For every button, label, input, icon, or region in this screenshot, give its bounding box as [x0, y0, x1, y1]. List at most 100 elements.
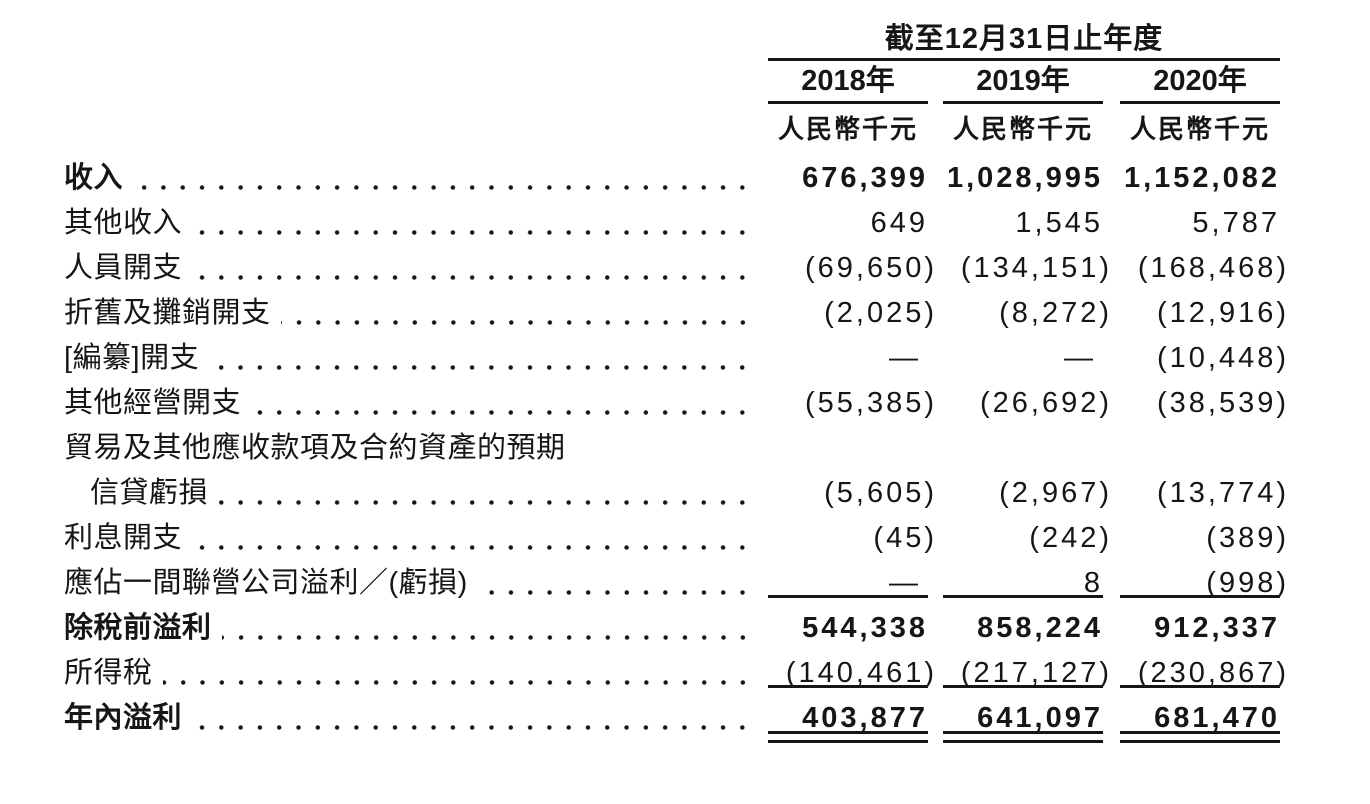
value-cell: 1,545	[943, 201, 1103, 246]
dot-leader	[209, 336, 756, 381]
value-cell: (26,692)	[943, 381, 1109, 426]
value-cell: (230,867)	[1120, 651, 1286, 696]
value-text: (10,448)	[1156, 342, 1289, 374]
value-text: 8	[1083, 567, 1103, 599]
value-text: 1,152,082	[1123, 162, 1280, 194]
value-cell: (10,448)	[1120, 336, 1286, 381]
value-text: (134,151)	[960, 252, 1112, 284]
value-cell: (2,025)	[768, 291, 934, 336]
subtotal-rule	[768, 595, 928, 598]
dot-leader	[221, 606, 756, 651]
value-text: 403,877	[802, 702, 928, 734]
row-label-area: 貿易及其他應收款項及合約資產的預期	[64, 426, 768, 471]
table-row: 年內溢利 403,877 641,097 681,470	[64, 696, 1280, 743]
row-label-area: 折舊及攤銷開支	[64, 291, 768, 336]
value-text: 858,224	[977, 612, 1103, 644]
value-text: —	[889, 567, 918, 599]
table-row: [編纂]開支 — — (10,448)	[64, 336, 1286, 381]
row-label: 其他經營開支	[64, 387, 242, 419]
value-text: (242)	[1029, 522, 1112, 554]
table-row: 貿易及其他應收款項及合約資產的預期	[64, 426, 1280, 471]
period-header-label: 截至12月31日止年度	[884, 23, 1164, 55]
value-cell: 676,399	[768, 156, 928, 201]
value-cell: 544,338	[768, 606, 928, 651]
dot-leader	[162, 651, 756, 696]
value-text: (168,468)	[1137, 252, 1289, 284]
row-label: 應佔一間聯營公司溢利／(虧損)	[64, 567, 468, 599]
value-cell	[943, 426, 1103, 471]
income-statement-table: 截至12月31日止年度 2018年 2019年 2020年 人民幣千元 人民幣千…	[64, 0, 1286, 743]
value-cell: (389)	[1120, 516, 1286, 561]
row-label-area: 其他收入	[64, 201, 768, 246]
dot-leader	[218, 471, 756, 516]
value-cell: (134,151)	[943, 246, 1109, 291]
value-cell: (69,650)	[768, 246, 934, 291]
value-cell: 641,097	[943, 696, 1103, 741]
value-text: (26,692)	[979, 387, 1112, 419]
subtotal-rule	[1120, 595, 1280, 598]
table-row: 其他收入 649 1,545 5,787	[64, 201, 1280, 246]
value-text: (69,650)	[804, 252, 937, 284]
value-cell: (55,385)	[768, 381, 934, 426]
table-row: 除稅前溢利 544,338 858,224 912,337	[64, 606, 1280, 651]
unit-label-2020: 人民幣千元	[1129, 114, 1270, 144]
year-headers-row: 2018年 2019年 2020年	[64, 61, 1280, 104]
value-cell: (5,605)	[768, 471, 934, 516]
table-row: 折舊及攤銷開支 (2,025) (8,272) (12,916)	[64, 291, 1286, 336]
table-row: 人員開支 (69,650) (134,151) (168,468)	[64, 246, 1286, 291]
row-label: 利息開支	[64, 522, 183, 554]
value-cell: 8	[943, 561, 1103, 606]
dot-leader	[477, 561, 756, 606]
value-text: 676,399	[802, 162, 928, 194]
value-cell: 681,470	[1120, 696, 1280, 741]
table-row: 應佔一間聯營公司溢利／(虧損) — 8 (998)	[64, 561, 1286, 606]
grand-total-double-rule	[1120, 731, 1280, 743]
subtotal-rule	[943, 595, 1103, 598]
row-label-area: 信貸虧損	[64, 471, 768, 516]
currency-units-row: 人民幣千元 人民幣千元 人民幣千元	[64, 104, 1280, 154]
value-text: (5,605)	[824, 477, 937, 509]
table-row: 收入 676,399 1,028,995 1,152,082	[64, 156, 1280, 201]
value-cell: 5,787	[1120, 201, 1280, 246]
row-label: 其他收入	[64, 207, 183, 239]
row-label: 信貸虧損	[90, 477, 209, 509]
dot-leader	[133, 156, 756, 201]
unit-label-2019: 人民幣千元	[952, 114, 1093, 144]
value-cell: (38,539)	[1120, 381, 1286, 426]
row-label: 貿易及其他應收款項及合約資產的預期	[64, 432, 566, 464]
dot-leader	[192, 246, 756, 291]
dot-leader	[192, 201, 756, 246]
value-text: 649	[870, 207, 928, 239]
dot-leader	[192, 516, 756, 561]
table-row: 所得稅 (140,461) (217,127) (230,867)	[64, 651, 1286, 696]
value-text: (38,539)	[1156, 387, 1289, 419]
value-text: —	[889, 342, 918, 374]
value-text: 1,545	[1015, 207, 1103, 239]
value-text: 5,787	[1192, 207, 1280, 239]
grand-total-double-rule	[768, 731, 928, 743]
value-cell: 403,877	[768, 696, 928, 741]
dot-leader	[192, 696, 756, 741]
value-text: (389)	[1206, 522, 1289, 554]
value-cell: (45)	[768, 516, 934, 561]
value-cell: (12,916)	[1120, 291, 1286, 336]
value-cell: (217,127)	[943, 651, 1109, 696]
value-cell: —	[768, 561, 928, 606]
value-cell: (168,468)	[1120, 246, 1286, 291]
value-cell: (13,774)	[1120, 471, 1286, 516]
value-text: (12,916)	[1156, 297, 1289, 329]
value-cell: —	[768, 336, 928, 381]
table-row: 利息開支 (45) (242) (389)	[64, 516, 1286, 561]
value-text: (45)	[873, 522, 937, 554]
row-label: 年內溢利	[64, 702, 183, 734]
dot-leader	[251, 381, 756, 426]
value-text: 681,470	[1154, 702, 1280, 734]
value-text: —	[1064, 342, 1093, 374]
row-label: [編纂]開支	[64, 342, 200, 374]
value-text: (13,774)	[1156, 477, 1289, 509]
value-text: (217,127)	[960, 657, 1112, 689]
row-label-area: 其他經營開支	[64, 381, 768, 426]
subtotal-rule	[1120, 685, 1280, 688]
value-cell: (140,461)	[768, 651, 934, 696]
